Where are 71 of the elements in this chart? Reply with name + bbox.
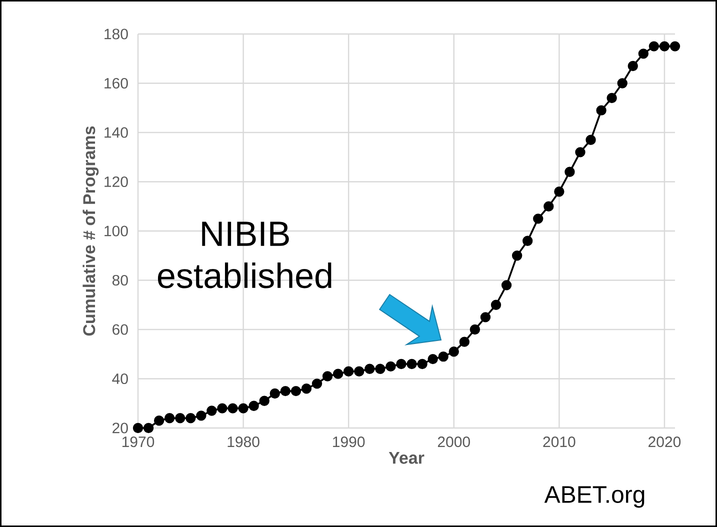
point	[332, 368, 344, 379]
y-tick-label: 120	[104, 176, 128, 188]
x-tick-label: 1970	[122, 436, 154, 448]
point	[470, 324, 480, 335]
point	[396, 358, 406, 370]
point	[659, 41, 670, 52]
y-tick-label: 180	[104, 28, 128, 40]
point	[490, 300, 502, 310]
point	[428, 354, 438, 364]
point	[448, 346, 459, 357]
point	[522, 236, 533, 246]
point	[164, 413, 175, 424]
point	[596, 105, 606, 116]
point	[617, 78, 628, 88]
point	[628, 60, 638, 72]
point	[154, 416, 164, 426]
point	[648, 41, 660, 52]
point	[322, 371, 333, 382]
point	[670, 41, 680, 52]
y-tick-label: 100	[104, 226, 128, 236]
point	[564, 166, 575, 177]
point	[206, 406, 217, 416]
point	[501, 280, 512, 290]
x-tick-label: 1990	[333, 436, 365, 448]
point	[512, 250, 522, 261]
y-tick-label: 40	[112, 373, 128, 384]
x-tick-label: 1980	[228, 436, 260, 448]
point	[175, 413, 186, 424]
point	[270, 388, 280, 399]
point	[459, 336, 470, 347]
point	[638, 48, 649, 59]
x-tick-label: 2020	[648, 436, 681, 448]
point	[354, 366, 364, 376]
point	[186, 413, 196, 424]
point	[554, 186, 564, 197]
point	[143, 422, 154, 434]
point	[301, 384, 312, 394]
point	[375, 364, 386, 374]
annotation: NIBIB established	[158, 222, 332, 288]
point	[196, 410, 206, 421]
x-axis-title: Year	[388, 452, 424, 464]
y-tick-label: 80	[112, 274, 128, 286]
x-tick-label: 2000	[438, 436, 470, 448]
point	[544, 201, 554, 212]
point	[406, 358, 417, 370]
point	[132, 422, 144, 434]
point	[217, 403, 228, 414]
x-tick-label: 2010	[543, 436, 576, 448]
point	[280, 386, 291, 396]
y-tick-label: 20	[112, 422, 128, 434]
point	[575, 147, 586, 158]
point	[533, 214, 544, 224]
point	[228, 403, 238, 414]
point	[290, 386, 302, 396]
point	[248, 400, 259, 411]
point	[586, 134, 596, 145]
point	[312, 378, 322, 389]
text: ABET.org	[544, 486, 644, 508]
y-axis-title: Cumulative # of Programs	[82, 126, 99, 336]
point	[438, 351, 448, 362]
point	[259, 396, 270, 406]
y-tick-label: 140	[104, 127, 128, 138]
point	[480, 312, 491, 322]
y-tick-label: 160	[104, 78, 128, 89]
point	[606, 92, 617, 104]
point	[343, 366, 354, 376]
point	[238, 403, 248, 414]
point	[364, 364, 375, 374]
point	[386, 361, 396, 372]
point	[417, 358, 428, 370]
y-tick-label: 60	[112, 324, 128, 335]
